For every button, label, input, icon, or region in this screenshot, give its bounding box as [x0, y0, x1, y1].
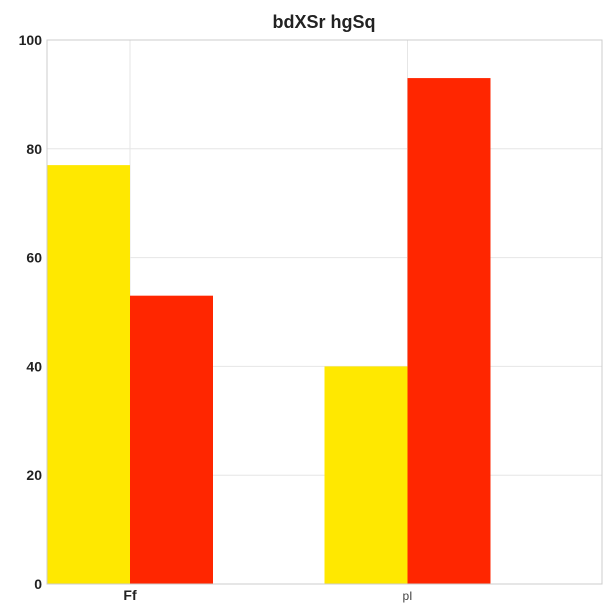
x-tick-label: Ff: [123, 587, 137, 603]
bar-layer: [47, 78, 491, 584]
y-tick-label: 80: [26, 141, 42, 157]
bar-Ff-series-2: [130, 295, 213, 584]
plot-frame: [46, 39, 603, 585]
y-tick-label: 0: [34, 576, 42, 592]
y-tick-label: 100: [19, 32, 43, 48]
y-axis-ticks: 0 20 40 60 80 100: [19, 32, 43, 592]
y-tick-label: 60: [26, 250, 42, 266]
x-axis-ticks: Ff pI: [123, 587, 412, 603]
bar-pI-series-2: [407, 78, 491, 584]
x-tick-label: pI: [402, 589, 412, 603]
y-tick-label: 20: [26, 467, 42, 483]
bar-pI-series-1: [324, 366, 408, 584]
chart-title: bdXSr hgSq: [273, 12, 376, 32]
bar-Ff-series-1: [47, 165, 130, 584]
y-tick-label: 40: [26, 358, 42, 374]
